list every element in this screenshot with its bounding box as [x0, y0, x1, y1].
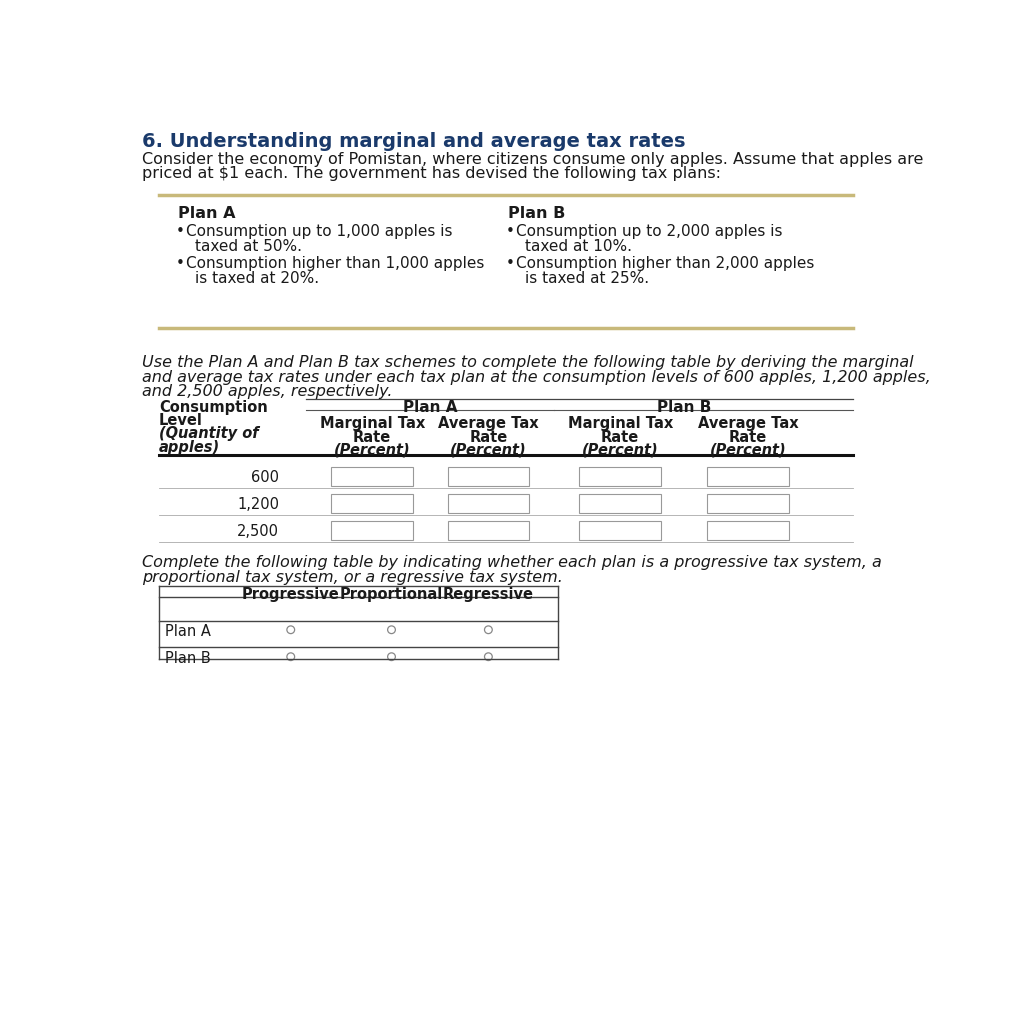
Text: Consumption up to 1,000 apples is: Consumption up to 1,000 apples is — [186, 224, 453, 239]
Text: is taxed at 20%.: is taxed at 20%. — [196, 270, 319, 286]
Bar — [708, 467, 788, 486]
Bar — [332, 467, 413, 486]
Text: Average Tax: Average Tax — [438, 416, 539, 432]
Text: Plan A: Plan A — [403, 400, 458, 415]
Text: Rate: Rate — [469, 430, 508, 445]
Text: 2,500: 2,500 — [238, 525, 280, 539]
Text: Consumption higher than 1,000 apples: Consumption higher than 1,000 apples — [186, 256, 484, 271]
Text: •: • — [506, 256, 514, 271]
Bar — [708, 522, 788, 540]
Text: Marginal Tax: Marginal Tax — [319, 416, 425, 432]
Text: and 2,500 apples, respectively.: and 2,500 apples, respectively. — [142, 384, 392, 399]
Text: is taxed at 25%.: is taxed at 25%. — [524, 270, 649, 286]
Text: apples): apples) — [159, 440, 220, 455]
Bar — [580, 522, 660, 540]
Text: 6. Understanding marginal and average tax rates: 6. Understanding marginal and average ta… — [142, 132, 685, 151]
Text: Consumption up to 2,000 apples is: Consumption up to 2,000 apples is — [515, 224, 782, 239]
Bar — [447, 522, 529, 540]
Text: Marginal Tax: Marginal Tax — [567, 416, 673, 432]
Text: 600: 600 — [251, 470, 280, 485]
Text: (Percent): (Percent) — [451, 443, 526, 458]
Text: Plan B: Plan B — [508, 207, 565, 221]
Bar — [332, 522, 413, 540]
Text: (Percent): (Percent) — [710, 443, 786, 458]
Text: Plan A: Plan A — [165, 624, 211, 639]
Text: •: • — [176, 256, 185, 271]
Text: (Percent): (Percent) — [334, 443, 411, 458]
Bar — [580, 494, 660, 513]
Text: Rate: Rate — [729, 430, 767, 445]
Text: 1,200: 1,200 — [238, 497, 280, 513]
Text: Rate: Rate — [353, 430, 391, 445]
Text: Regressive: Regressive — [442, 588, 534, 603]
Text: Level: Level — [159, 413, 203, 428]
Text: and average tax rates under each tax plan at the consumption levels of 600 apple: and average tax rates under each tax pla… — [142, 370, 931, 385]
Text: Plan A: Plan A — [178, 207, 236, 221]
Text: Rate: Rate — [601, 430, 639, 445]
Bar — [447, 467, 529, 486]
Text: taxed at 10%.: taxed at 10%. — [524, 239, 632, 253]
Text: taxed at 50%.: taxed at 50%. — [196, 239, 302, 253]
Text: priced at $1 each. The government has devised the following tax plans:: priced at $1 each. The government has de… — [142, 166, 721, 181]
Text: Average Tax: Average Tax — [697, 416, 799, 432]
Text: Progressive: Progressive — [242, 588, 340, 603]
Text: Plan B: Plan B — [656, 400, 712, 415]
Text: Complete the following table by indicating whether each plan is a progressive ta: Complete the following table by indicati… — [142, 555, 882, 570]
Text: Use the Plan A and Plan B tax schemes to complete the following table by derivin: Use the Plan A and Plan B tax schemes to… — [142, 355, 913, 370]
Text: •: • — [506, 224, 514, 239]
Text: •: • — [176, 224, 185, 239]
Text: Proportional: Proportional — [340, 588, 443, 603]
Text: (Quantity of: (Quantity of — [159, 426, 259, 442]
Bar — [580, 467, 660, 486]
Text: Consumption: Consumption — [159, 400, 267, 415]
Bar — [332, 494, 413, 513]
Text: Plan B: Plan B — [165, 651, 211, 667]
Text: Consider the economy of Pomistan, where citizens consume only apples. Assume tha: Consider the economy of Pomistan, where … — [142, 152, 924, 166]
Text: Consumption higher than 2,000 apples: Consumption higher than 2,000 apples — [515, 256, 814, 271]
Bar — [447, 494, 529, 513]
Bar — [708, 494, 788, 513]
Text: proportional tax system, or a regressive tax system.: proportional tax system, or a regressive… — [142, 569, 563, 585]
Text: (Percent): (Percent) — [582, 443, 658, 458]
